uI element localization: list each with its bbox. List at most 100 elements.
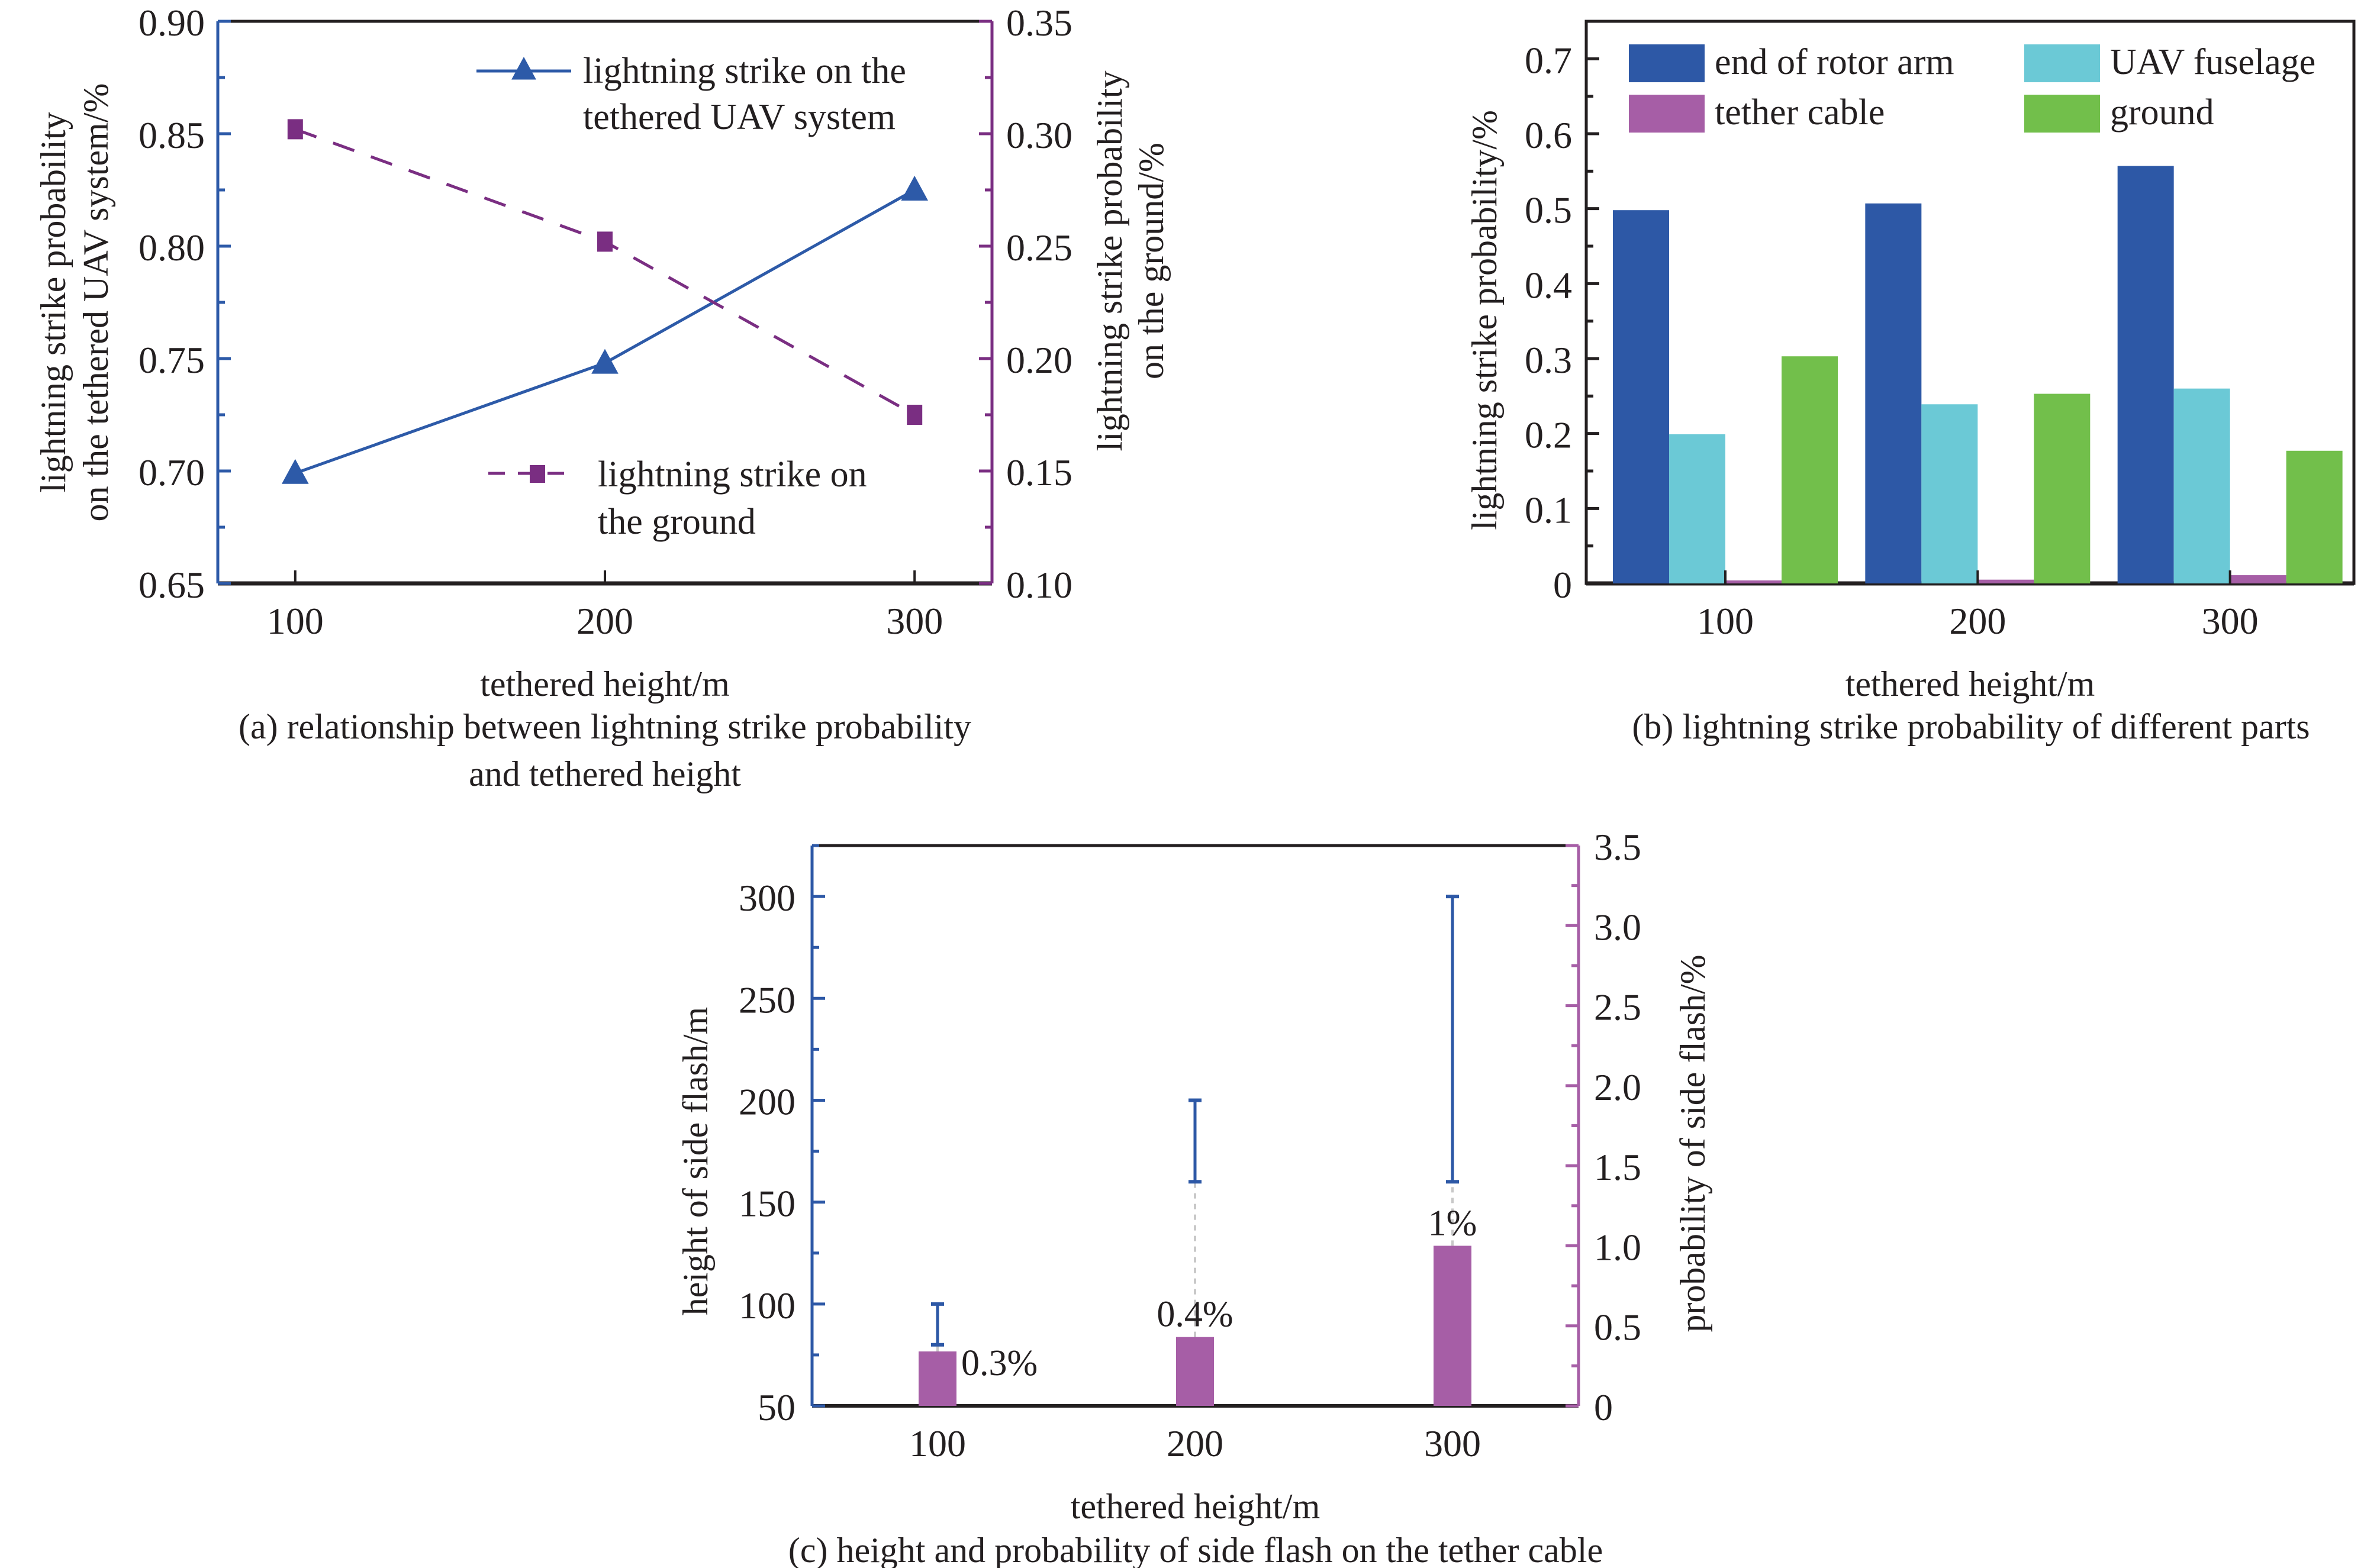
x-tick-label: 200 bbox=[1167, 1422, 1223, 1464]
caption-line2: and tethered height bbox=[469, 754, 741, 793]
right-y-tick-label: 0.35 bbox=[1006, 2, 1072, 44]
legend-label-ground: ground bbox=[2110, 92, 2214, 133]
data-point-triangle bbox=[282, 459, 309, 484]
probability-bar bbox=[1176, 1337, 1214, 1406]
legend-label-uav-fuselage: UAV fuselage bbox=[2110, 42, 2315, 82]
left-y-tick-label: 200 bbox=[739, 1080, 795, 1122]
caption: (c) height and probability of side flash… bbox=[788, 1531, 1603, 1568]
legend-swatch-ground bbox=[2024, 95, 2100, 133]
right-y-tick-label: 1.0 bbox=[1594, 1226, 1641, 1268]
left-y-tick-label: 0.90 bbox=[139, 2, 205, 44]
y-tick-label: 0.2 bbox=[1525, 414, 1572, 456]
height-range-errorbar bbox=[931, 1302, 944, 1347]
panel-b-bar-chart: 0 0.1 0.2 0.3 0.4 0.5 0.6 0.7 100 200 300 end of ro… bbox=[1465, 20, 2356, 746]
left-y-tick-label: 50 bbox=[758, 1386, 795, 1428]
x-tick-label: 200 bbox=[1949, 600, 2006, 642]
panel-c-bar-errorbar-chart: 50 100 150 200 250 300 0 0.5 1.0 1.5 2.0 2.5 3.0 3.5 0… bbox=[676, 826, 1712, 1568]
left-y-tick-label: 0.85 bbox=[139, 114, 205, 156]
x-tick-label: 200 bbox=[576, 600, 633, 642]
data-point-triangle bbox=[591, 349, 619, 374]
right-y-axis-title-line1: lightning strike probability bbox=[1090, 70, 1129, 451]
right-y-tick-label: 0.5 bbox=[1594, 1306, 1641, 1348]
left-y-tick-label: 150 bbox=[739, 1183, 795, 1225]
bar-ground bbox=[2286, 450, 2343, 583]
data-point-square bbox=[287, 119, 303, 140]
right-y-tick-label: 0.15 bbox=[1006, 451, 1072, 493]
left-y-axis-title-text: height of side flash/m bbox=[676, 1007, 715, 1316]
panel-a-line-chart: 0.65 0.70 0.75 0.80 0.85 0.90 0.10 0.15 0.20 0.25… bbox=[34, 2, 1171, 793]
x-axis-title: tethered height/m bbox=[480, 664, 730, 704]
right-y-tick-label: 1.5 bbox=[1594, 1146, 1641, 1188]
left-y-tick-label: 250 bbox=[739, 979, 795, 1021]
bar-uav-fuselage bbox=[2173, 388, 2230, 583]
right-y-tick-label: 0.30 bbox=[1006, 114, 1072, 156]
x-tick-label: 300 bbox=[1424, 1422, 1481, 1464]
y-tick-label: 0 bbox=[1553, 564, 1572, 606]
left-y-axis-title: height of side flash/m bbox=[676, 1007, 715, 1316]
legend: end of rotor arm UAV fuselage tether cable… bbox=[1629, 42, 2315, 133]
y-tick-label: 0.1 bbox=[1525, 489, 1572, 531]
bar-uav-fuselage bbox=[1669, 434, 1725, 583]
caption-line1: (a) relationship between lightning strik… bbox=[239, 707, 971, 746]
left-y-tick-label: 100 bbox=[739, 1285, 795, 1327]
y-tick-label: 0.3 bbox=[1525, 339, 1572, 381]
bar-rotor-arm bbox=[2117, 166, 2174, 583]
y-axis-title-text: lightning strike probability/% bbox=[1465, 110, 1504, 530]
legend-label-tether-cable: tether cable bbox=[1715, 92, 1885, 133]
legend-label-line2: the ground bbox=[598, 502, 756, 542]
left-y-tick-label: 0.70 bbox=[139, 451, 205, 493]
right-y-tick-label: 3.0 bbox=[1594, 906, 1641, 948]
legend-triangle-marker bbox=[511, 57, 536, 80]
probability-data-label: 1% bbox=[1428, 1203, 1477, 1243]
probability-data-label: 0.3% bbox=[961, 1343, 1038, 1383]
legend-swatch-rotor-arm bbox=[1629, 44, 1705, 82]
probability-data-label: 0.4% bbox=[1157, 1295, 1233, 1335]
data-point-triangle bbox=[901, 176, 928, 201]
legend-label-rotor-arm: end of rotor arm bbox=[1715, 42, 1954, 82]
bar-tether-cable bbox=[2230, 575, 2286, 583]
legend-label-line1: lightning strike on bbox=[598, 454, 867, 495]
right-y-tick-label: 3.5 bbox=[1594, 826, 1641, 868]
legend-label-line2: tethered UAV system bbox=[583, 97, 896, 137]
bar-tether-cable bbox=[1977, 579, 2034, 583]
legend-ground: lightning strike on the ground bbox=[488, 454, 867, 542]
legend-label-line1: lightning strike on the bbox=[583, 51, 906, 91]
right-y-axis-title: probability of side flash/% bbox=[1673, 954, 1712, 1332]
probability-bar bbox=[1434, 1246, 1471, 1406]
caption: (b) lightning strike probability of diff… bbox=[1632, 707, 2310, 746]
x-axis-title: tethered height/m bbox=[1845, 664, 2095, 704]
left-y-tick-label: 0.65 bbox=[139, 564, 205, 606]
right-y-tick-label: 2.0 bbox=[1594, 1066, 1641, 1108]
y-tick-label: 0.5 bbox=[1525, 189, 1572, 231]
right-y-tick-label: 0.20 bbox=[1006, 339, 1072, 381]
left-y-axis-title-line1: lightning strike probability bbox=[34, 112, 73, 492]
legend-square-marker bbox=[530, 465, 545, 483]
right-y-tick-label: 0 bbox=[1594, 1386, 1613, 1428]
y-axis-title: lightning strike probability/% bbox=[1465, 110, 1504, 530]
x-axis-title: tethered height/m bbox=[1071, 1487, 1320, 1526]
right-y-axis-title-text: probability of side flash/% bbox=[1673, 954, 1712, 1332]
x-tick-label: 100 bbox=[1697, 600, 1754, 642]
x-tick-label: 100 bbox=[909, 1422, 966, 1464]
bar-tether-cable bbox=[1725, 580, 1782, 583]
left-y-tick-label: 0.80 bbox=[139, 227, 205, 269]
x-tick-label: 300 bbox=[2202, 600, 2259, 642]
y-tick-label: 0.4 bbox=[1525, 264, 1572, 306]
bar-ground bbox=[2034, 393, 2091, 583]
right-y-tick-label: 0.25 bbox=[1006, 227, 1072, 269]
left-y-tick-label: 0.75 bbox=[139, 339, 205, 381]
probability-bar bbox=[919, 1351, 956, 1406]
x-tick-label: 100 bbox=[267, 600, 324, 642]
y-tick-label: 0.7 bbox=[1525, 39, 1572, 81]
bar-rotor-arm bbox=[1613, 210, 1669, 583]
left-y-tick-label: 300 bbox=[739, 877, 795, 919]
legend-uav-system: lightning strike on the tethered UAV syst… bbox=[476, 51, 906, 137]
bar-ground bbox=[1782, 356, 1838, 583]
left-y-axis-title-line2: on the tethered UAV system/% bbox=[76, 83, 115, 521]
left-y-axis-title: lightning strike probability on the tethe… bbox=[34, 83, 115, 521]
data-point-square bbox=[907, 405, 923, 425]
bar-rotor-arm bbox=[1865, 203, 1922, 583]
right-y-axis-title: lightning strike probability on the groun… bbox=[1090, 70, 1171, 451]
legend-swatch-tether-cable bbox=[1629, 95, 1705, 133]
